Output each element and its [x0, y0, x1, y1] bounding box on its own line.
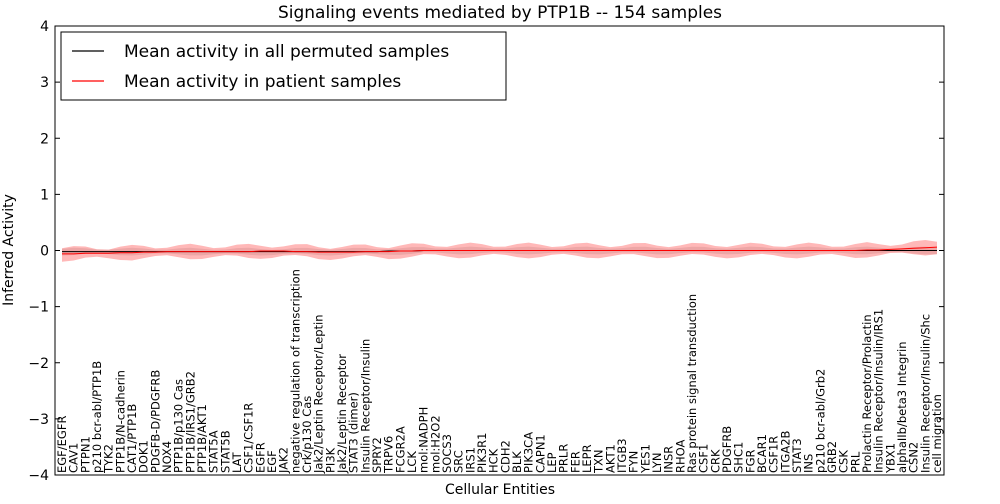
x-tick-label: EGF/EGFR — [55, 416, 69, 473]
x-tick-label: Crk/p130 Cas — [300, 396, 314, 473]
x-tick-label: mol:H2O2 — [428, 415, 442, 473]
x-tick-label: SHC1 — [732, 442, 746, 473]
x-tick-label: Insulin Receptor/Insulin/Shc — [918, 314, 932, 473]
x-tick-label: IRS1 — [463, 447, 477, 473]
x-tick-label: PDGFB-D/PDGFRB — [148, 370, 162, 473]
x-axis-label: Cellular Entities — [445, 482, 555, 498]
x-tick-label: PTP1B/AKT1 — [195, 404, 209, 473]
x-tick-label: FCGR2A — [393, 426, 407, 473]
legend-box — [60, 31, 507, 101]
x-tick-label: p210 bcr-abl/PTP1B — [90, 361, 104, 473]
x-tick-label: CAPN1 — [533, 434, 547, 473]
x-tick-label: PRLR — [557, 444, 571, 473]
x-tick-label: CSK — [837, 450, 851, 473]
x-tick-label: PI3K — [323, 447, 337, 473]
series-band — [62, 246, 937, 256]
x-tick-label: STAT5A — [207, 430, 221, 473]
x-tick-label: PTP1B/p130 Cas — [172, 379, 186, 473]
x-tick-label: DOK1 — [137, 440, 151, 473]
x-tick-label: alphaIIb/beta3 Integrin — [895, 341, 909, 473]
x-tick-label: TRPV6 — [382, 436, 396, 474]
y-tick-label: 3 — [40, 75, 49, 91]
x-tick-label: ITGA2B — [778, 430, 792, 473]
legend: Mean activity in all permuted samples Mea… — [60, 31, 507, 101]
legend-label: Mean activity in all permuted samples — [124, 42, 449, 62]
y-tick-label: 4 — [40, 19, 49, 35]
x-tick-label: CAV1 — [67, 443, 81, 473]
x-tick-label: PDGFRB — [720, 426, 734, 473]
x-tick-label: PTPN1 — [78, 436, 92, 473]
y-tick-label: −2 — [28, 356, 49, 372]
x-tick-label: HCK — [487, 448, 501, 473]
chart-title: Signaling events mediated by PTP1B -- 15… — [278, 3, 722, 23]
x-tick-label: CDH2 — [498, 440, 512, 473]
x-tick-label: CRK — [708, 449, 722, 473]
x-tick-label: RHOA — [673, 440, 687, 473]
x-tick-label: INS — [802, 454, 816, 473]
x-tick-label: CAT1/PTP1B — [125, 404, 139, 473]
x-tick-label: BLK — [510, 451, 524, 473]
x-tick-label: EGF — [265, 450, 279, 473]
x-tick-label: LYN — [650, 452, 664, 473]
x-tick-label: LCK — [405, 451, 419, 473]
x-tick-label: GRB2 — [825, 441, 839, 473]
y-tick-label: 0 — [40, 244, 49, 260]
x-tick-label: STAT3 — [790, 438, 804, 473]
x-tick-label: cell migration — [930, 394, 944, 473]
y-tick-label: −1 — [28, 300, 49, 316]
x-tick-label: YES1 — [638, 444, 652, 474]
x-tick-label: PTP1B/N-cadherin — [113, 370, 127, 473]
x-tick-label: Ras protein signal transduction — [685, 294, 699, 473]
x-tick-label: Jak2/Leptin Receptor/Leptin — [312, 315, 326, 474]
y-axis: −4 −3 −2 −1 0 1 2 3 4 — [28, 19, 944, 484]
x-tick-label: TXN — [592, 449, 606, 474]
x-tick-label: Jak2/Leptin Receptor — [335, 354, 349, 474]
x-tick-label: PRL — [848, 451, 862, 473]
y-axis-label: Inferred Activity — [1, 194, 17, 306]
x-tick-label: SOCS3 — [440, 434, 454, 473]
x-tick-label: negative regulation of transcription — [288, 269, 302, 473]
y-tick-label: 1 — [40, 187, 49, 203]
x-tick-label: Insulin Receptor/Insulin — [358, 339, 372, 473]
x-tick-label: JAK2 — [277, 447, 291, 474]
x-tick-label: AKT1 — [603, 444, 617, 473]
y-tick-label: 2 — [40, 131, 49, 147]
x-tick-label: CSF1/CSF1R — [242, 403, 256, 473]
x-tick-label: INSR — [662, 446, 676, 473]
x-tick-label: ITGB3 — [615, 438, 629, 473]
x-tick-label: FER — [568, 451, 582, 473]
x-tick-label: LEP — [545, 452, 559, 473]
x-tick-label: LAT — [230, 451, 244, 473]
x-tick-label: STAT5B — [218, 430, 232, 473]
x-tick-label: SPRY2 — [370, 437, 384, 473]
y-tick-label: −4 — [28, 468, 49, 484]
x-tick-label: BCAR1 — [755, 434, 769, 473]
x-tick-label: STAT3 (dimer) — [347, 392, 361, 473]
x-tick-label: Insulin Receptor/Insulin/IRS1 — [872, 309, 886, 473]
x-tick-label: CSF1R — [767, 436, 781, 473]
x-tick-label: LEPR — [580, 444, 594, 473]
x-tick-label: mol:NADPH — [417, 407, 431, 473]
x-tick-label: Prolactin Receptor/Prolactin — [860, 314, 874, 473]
x-tick-label: PIK3R1 — [475, 433, 489, 474]
y-tick-label: −3 — [28, 412, 49, 428]
x-tick-label: TYK2 — [102, 444, 116, 474]
x-tick-label: NOX4 — [160, 441, 174, 473]
x-tick-label: PTP1B/IRS1/GRB2 — [183, 371, 197, 473]
legend-label: Mean activity in patient samples — [124, 72, 401, 92]
x-tick-label: YBX1 — [883, 443, 897, 474]
x-tick-label: p210 bcr-abl/Grb2 — [813, 369, 827, 473]
x-tick-label: PIK3CA — [522, 432, 536, 473]
x-tick-label: FYN — [627, 451, 641, 473]
x-tick-label: EGFR — [253, 442, 267, 473]
series-line — [62, 246, 938, 255]
x-tick-label: SRC — [452, 450, 466, 473]
x-tick-label: CSN2 — [907, 442, 921, 473]
x-tick-label: FGR — [743, 449, 757, 473]
series-lines — [62, 246, 938, 255]
x-tick-label: CSF1 — [697, 444, 711, 473]
